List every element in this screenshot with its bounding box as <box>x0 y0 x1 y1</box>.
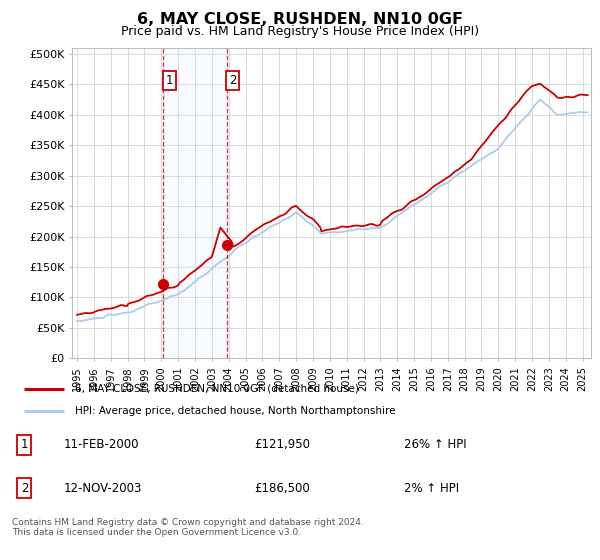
Text: 2% ↑ HPI: 2% ↑ HPI <box>404 482 459 494</box>
Text: £186,500: £186,500 <box>254 482 310 494</box>
Text: 2: 2 <box>20 482 28 494</box>
Text: 12-NOV-2003: 12-NOV-2003 <box>64 482 142 494</box>
Text: HPI: Average price, detached house, North Northamptonshire: HPI: Average price, detached house, Nort… <box>76 406 396 416</box>
Text: 1: 1 <box>20 438 28 451</box>
Bar <box>163 48 227 358</box>
Text: 26% ↑ HPI: 26% ↑ HPI <box>404 438 466 451</box>
Text: 6, MAY CLOSE, RUSHDEN, NN10 0GF (detached house): 6, MAY CLOSE, RUSHDEN, NN10 0GF (detache… <box>76 384 359 394</box>
Text: Contains HM Land Registry data © Crown copyright and database right 2024.
This d: Contains HM Land Registry data © Crown c… <box>12 518 364 538</box>
Text: 11-FEB-2000: 11-FEB-2000 <box>64 438 139 451</box>
Text: 1: 1 <box>166 74 173 87</box>
Text: 6, MAY CLOSE, RUSHDEN, NN10 0GF: 6, MAY CLOSE, RUSHDEN, NN10 0GF <box>137 12 463 27</box>
Text: £121,950: £121,950 <box>254 438 310 451</box>
Text: 2: 2 <box>229 74 236 87</box>
Text: Price paid vs. HM Land Registry's House Price Index (HPI): Price paid vs. HM Land Registry's House … <box>121 25 479 38</box>
